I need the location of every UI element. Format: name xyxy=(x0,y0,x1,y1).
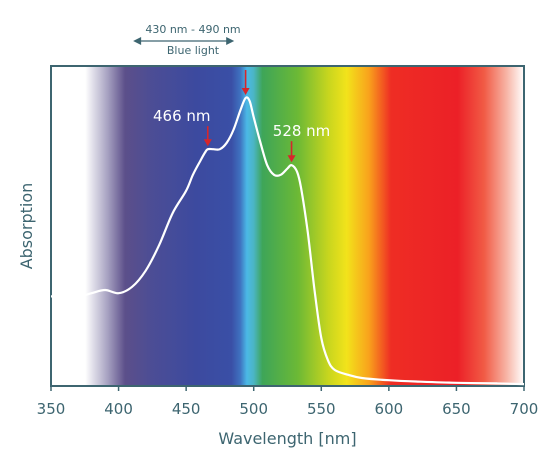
plot-area: 466 nm 494 nm 528 nm xyxy=(50,51,525,387)
x-tick-label: 550 xyxy=(307,400,336,418)
absorption-curve xyxy=(51,96,525,386)
x-tick-label: 450 xyxy=(172,400,201,418)
y-axis-title: Absorption xyxy=(17,183,36,270)
band-arrow-left-head xyxy=(133,37,142,45)
x-tick-label: 600 xyxy=(375,400,404,418)
x-tick-label: 650 xyxy=(442,400,471,418)
band-arrow-right-head xyxy=(226,37,235,45)
spectrum-background xyxy=(80,66,524,386)
band-name-label: Blue light xyxy=(167,44,220,57)
x-tick-label: 500 xyxy=(239,400,268,418)
x-tick-label: 400 xyxy=(104,400,133,418)
blue-light-band: 430 nm - 490 nm Blue light xyxy=(133,23,241,57)
peak-label: 466 nm xyxy=(153,107,211,125)
peak-label: 528 nm xyxy=(273,122,331,140)
x-axis-title: Wavelength [nm] xyxy=(218,429,356,448)
band-range-label: 430 nm - 490 nm xyxy=(145,23,240,36)
peak-label: 494 nm xyxy=(217,51,275,69)
x-tick-label: 700 xyxy=(510,400,539,418)
peak-arrow-head xyxy=(203,139,212,147)
peak-arrow-head xyxy=(287,155,296,163)
x-axis: 350 400 450 500 550 600 650 700 xyxy=(37,386,539,418)
x-tick-label: 350 xyxy=(37,400,66,418)
peak-annotations: 466 nm 494 nm 528 nm xyxy=(153,51,331,163)
plot-frame xyxy=(50,65,525,387)
peak-arrow-head xyxy=(241,88,250,95)
